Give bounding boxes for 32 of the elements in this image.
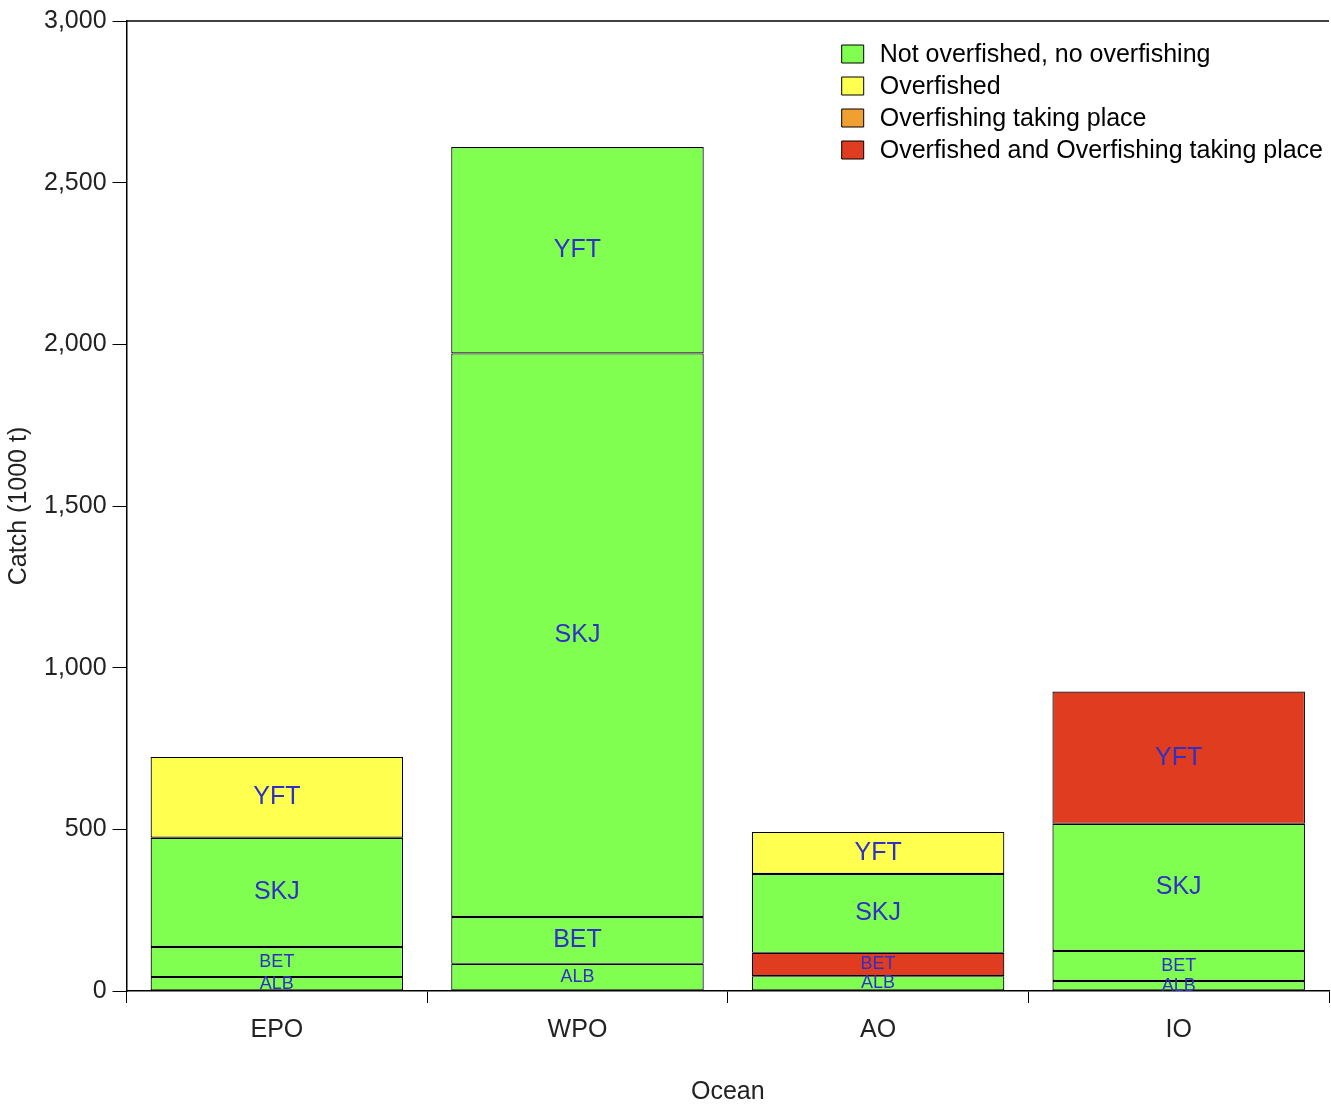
- x-tick-label: EPO: [250, 1013, 304, 1042]
- x-tick-label: IO: [1165, 1013, 1192, 1042]
- text: SKJ: [554, 619, 601, 648]
- x-tick-label: WPO: [547, 1013, 608, 1042]
- text: ALB: [259, 972, 294, 993]
- y-axis-title: Catch (1000 t): [2, 426, 31, 586]
- text: BET: [1161, 954, 1197, 975]
- legend-label: Overfishing taking place: [879, 102, 1147, 131]
- legend-label: Overfished and Overfishing taking place: [879, 134, 1324, 163]
- y-tick-label: 0: [92, 974, 107, 1003]
- y-tick-label: 2,500: [44, 166, 107, 195]
- y-tick-label: 3,000: [44, 4, 107, 33]
- text: YFT: [1155, 741, 1203, 770]
- text: YFT: [253, 781, 301, 810]
- text: SKJ: [253, 876, 300, 905]
- y-tick-label: 500: [64, 813, 107, 842]
- text: YFT: [553, 234, 602, 263]
- series-label: BET: [860, 953, 896, 974]
- text: SKJ: [1155, 871, 1202, 900]
- x-axis-title: Ocean: [690, 1075, 765, 1104]
- y-tick-label: 2,000: [44, 328, 107, 357]
- series-label: ALB: [560, 966, 595, 987]
- x-tick-label: AO: [860, 1013, 897, 1042]
- y-tick-label: 1,000: [44, 651, 107, 680]
- legend-label: Not overfished, no overfishing: [879, 38, 1211, 67]
- series-label: SKJ: [855, 897, 902, 926]
- text: BET: [259, 951, 295, 972]
- y-tick-label: 1,500: [44, 489, 107, 518]
- legend-label: Overfished: [879, 70, 1001, 99]
- series-label: YFT: [854, 836, 902, 865]
- text: ALB: [861, 972, 896, 993]
- text: BET: [553, 924, 602, 953]
